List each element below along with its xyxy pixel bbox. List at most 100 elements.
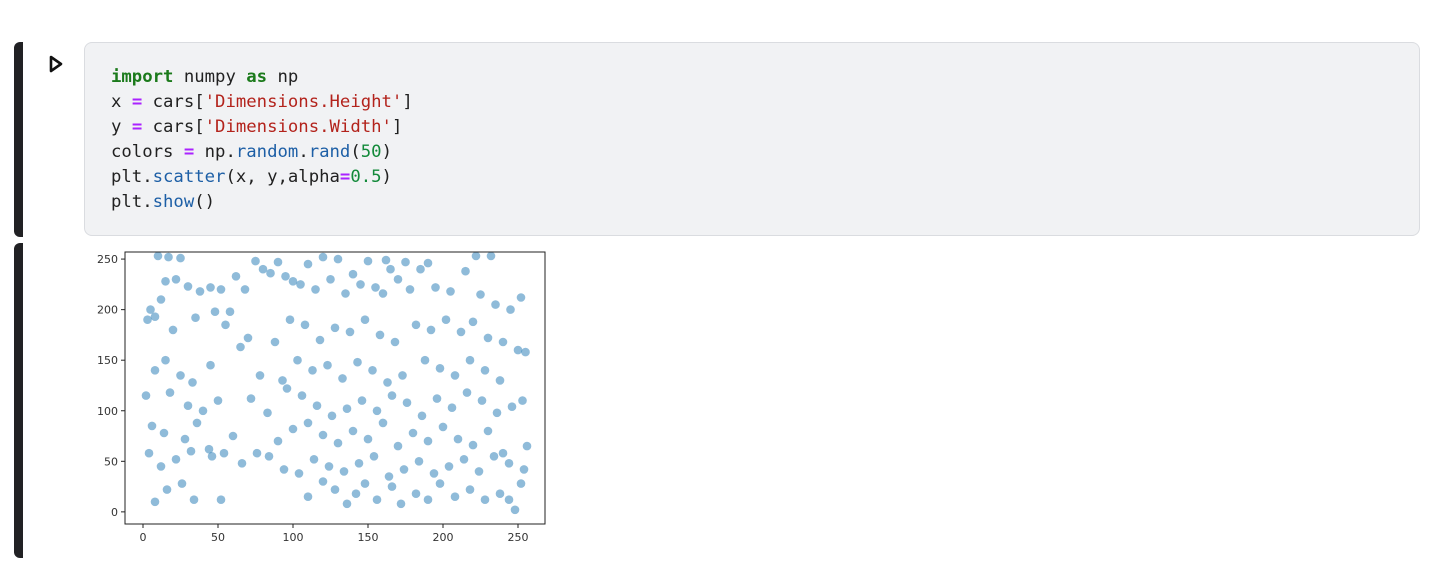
scatter-point [141,391,151,400]
scatter-point [491,300,500,309]
cell-output: 0 50 100 150 200 250 0 50 100 150 200 250 [84,243,554,553]
scatter-point [446,287,455,296]
scatter-point [144,448,154,458]
scatter-point [309,455,319,464]
scatter-point [414,457,424,466]
code-line: x = cars['Dimensions.Height'] [111,90,413,115]
scatter-point [153,251,163,261]
scatter-point [297,391,307,400]
scatter-point [164,252,173,262]
scatter-point [450,371,460,380]
code-editor[interactable]: import numpy as np x = cars['Dimensions.H… [84,42,1420,236]
scatter-point [156,462,166,471]
scatter-point [176,371,185,380]
scatter-point [180,434,190,444]
scatter-point [210,307,220,316]
scatter-point [495,376,505,385]
code-token: rand [308,142,351,162]
scatter-point [326,275,335,284]
code-line: plt.show() [111,190,413,215]
scatter-point [504,459,514,468]
scatter-point [431,283,440,292]
scatter-point [383,378,392,387]
scatter-point [477,396,487,405]
scatter-point [381,255,391,265]
scatter-point [423,258,433,268]
scatter-point [192,418,202,428]
scatter-point [176,253,185,263]
scatter-point [263,408,272,418]
scatter-point [483,426,493,436]
scatter-point [378,418,388,428]
scatter-point [393,275,403,284]
code-token: 'Dimensions.Width' [204,117,392,137]
scatter-point [171,275,181,284]
code-token: = [339,167,351,187]
scatter-point [480,495,490,504]
scatter-point [357,396,367,405]
scatter-point [353,357,362,367]
scatter-point [216,495,226,504]
scatter-point [408,428,418,438]
code-token: numpy [173,67,247,87]
scatter-point [368,366,377,375]
scatter-point [465,355,475,365]
scatter-point [438,422,448,432]
y-tick-label: 150 [97,354,118,367]
scatter-point [432,394,442,403]
scatter-point [417,411,427,421]
scatter-point [150,366,160,375]
code-token: = [131,117,143,137]
y-tick-label: 250 [97,253,118,266]
scatter-point [198,406,208,416]
scatter-point [204,444,214,454]
code-text[interactable]: import numpy as np x = cars['Dimensions.H… [111,65,413,215]
code-token: ) [381,167,392,187]
code-token: plt. [111,167,153,187]
run-cell-button[interactable] [44,52,68,76]
scatter-point [171,455,181,464]
scatter-point [186,446,196,456]
scatter-point [363,434,373,444]
scatter-point [207,452,217,461]
scatter-point [519,465,529,474]
scatter-point [423,495,433,504]
scatter-point [183,401,193,410]
scatter-point [486,251,496,261]
code-token: cars[ [142,92,205,112]
x-tick-label: 200 [433,531,454,544]
scatter-point [465,485,475,494]
scatter-point [516,293,526,302]
scatter-point [348,426,358,436]
scatter-point [156,295,166,304]
scatter-point [312,401,322,410]
code-token: colors [111,142,184,162]
scatter-point [429,469,439,478]
scatter-point [161,355,170,365]
scatter-point [285,315,295,324]
scatter-point [476,290,485,299]
scatter-point [453,434,463,444]
y-tick-label: 100 [97,405,118,418]
scatter-point [518,396,527,405]
scatter-point [360,479,370,488]
scatter-point [146,305,155,314]
scatter-point [213,396,223,405]
scatter-point [516,479,526,488]
scatter-point [330,323,340,333]
scatter-point [195,287,205,296]
scatter-point [330,485,340,494]
code-token: 'Dimensions.Height' [204,92,403,112]
scatter-point [462,388,472,397]
scatter-point [258,264,268,274]
scatter-point [162,485,172,494]
scatter-point [278,376,287,385]
scatter-point [483,333,493,343]
scatter-point [345,327,355,337]
scatter-point [308,366,317,375]
code-token: import [111,67,174,87]
scatter-point [480,366,490,375]
scatter-point [161,277,170,286]
scatter-point [216,285,226,294]
scatter-point [311,285,320,294]
